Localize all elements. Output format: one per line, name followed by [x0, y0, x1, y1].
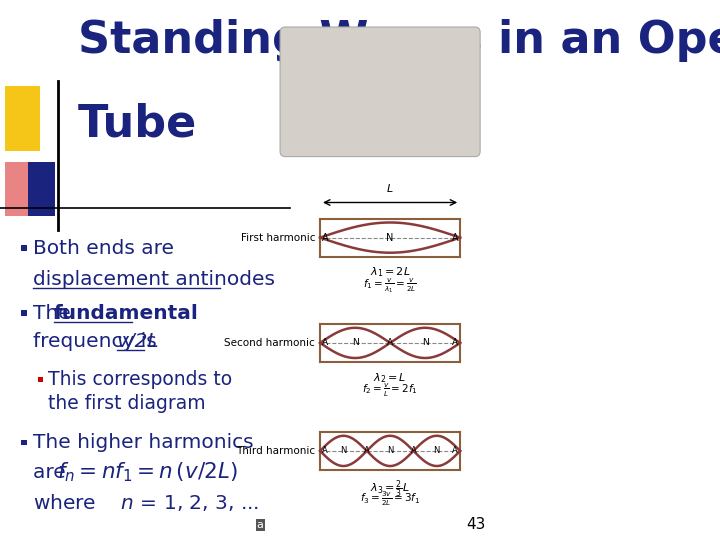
Text: $f_n = nf_1 = n\,(v/2L)$: $f_n = nf_1 = n\,(v/2L)$: [56, 461, 238, 484]
Bar: [21, 440, 27, 445]
Text: A: A: [410, 447, 416, 455]
Text: frequency is: frequency is: [32, 332, 163, 352]
Text: N: N: [387, 233, 394, 242]
Text: N: N: [422, 339, 428, 347]
Text: A: A: [322, 233, 328, 242]
Text: A: A: [322, 339, 328, 347]
Text: In a pipe open at both ends, the
ends are displacement antinodes
and the harmoni: In a pipe open at both ends, the ends ar…: [295, 66, 464, 117]
Text: Tube: Tube: [78, 103, 197, 146]
Text: First harmonic: First harmonic: [240, 233, 315, 242]
Text: L: L: [387, 184, 393, 194]
Text: The higher harmonics: The higher harmonics: [32, 433, 253, 453]
Text: The: The: [32, 303, 76, 323]
Text: the first diagram: the first diagram: [48, 394, 205, 413]
Text: $f_2 = \frac{v}{L} = 2f_1$: $f_2 = \frac{v}{L} = 2f_1$: [362, 382, 418, 399]
Text: $f_3 = \frac{3v}{2L} = 3f_1$: $f_3 = \frac{3v}{2L} = 3f_1$: [360, 490, 420, 508]
Bar: [5, 162, 32, 216]
Text: A: A: [452, 233, 459, 242]
Text: Second harmonic: Second harmonic: [225, 338, 315, 348]
Bar: [37, 377, 42, 382]
Text: Third harmonic: Third harmonic: [236, 446, 315, 456]
Text: N: N: [387, 447, 393, 455]
Bar: [27, 162, 55, 216]
Text: This corresponds to: This corresponds to: [48, 370, 232, 389]
Bar: [5, 86, 40, 151]
Text: are: are: [32, 463, 71, 482]
Text: Both ends are: Both ends are: [32, 239, 174, 258]
Text: fundamental: fundamental: [54, 303, 199, 323]
Text: N: N: [341, 447, 346, 455]
Text: N: N: [352, 339, 359, 347]
Text: N: N: [433, 447, 440, 455]
FancyBboxPatch shape: [280, 27, 480, 157]
Text: A: A: [452, 447, 458, 455]
Text: Standing Waves in an Open: Standing Waves in an Open: [78, 19, 720, 62]
Bar: [21, 246, 27, 251]
Text: 43: 43: [466, 517, 485, 532]
Text: $f_1 = \frac{v}{\lambda_1} = \frac{v}{2L}$: $f_1 = \frac{v}{\lambda_1} = \frac{v}{2L…: [363, 276, 417, 295]
Text: $\lambda_3 = \frac{2}{3}L$: $\lambda_3 = \frac{2}{3}L$: [370, 479, 410, 501]
Text: A: A: [387, 339, 393, 347]
Text: $\lambda_2 = L$: $\lambda_2 = L$: [374, 371, 407, 385]
Text: displacement antinodes: displacement antinodes: [32, 269, 274, 289]
Bar: [21, 310, 27, 316]
Text: $\lambda_1 = 2L$: $\lambda_1 = 2L$: [370, 266, 410, 280]
Text: A: A: [364, 447, 369, 455]
Text: A: A: [323, 447, 328, 455]
Text: where    $n$ = 1, 2, 3, ...: where $n$ = 1, 2, 3, ...: [32, 492, 258, 512]
Text: v/2L: v/2L: [117, 332, 159, 352]
Text: A: A: [452, 339, 458, 347]
Text: a: a: [256, 520, 264, 530]
